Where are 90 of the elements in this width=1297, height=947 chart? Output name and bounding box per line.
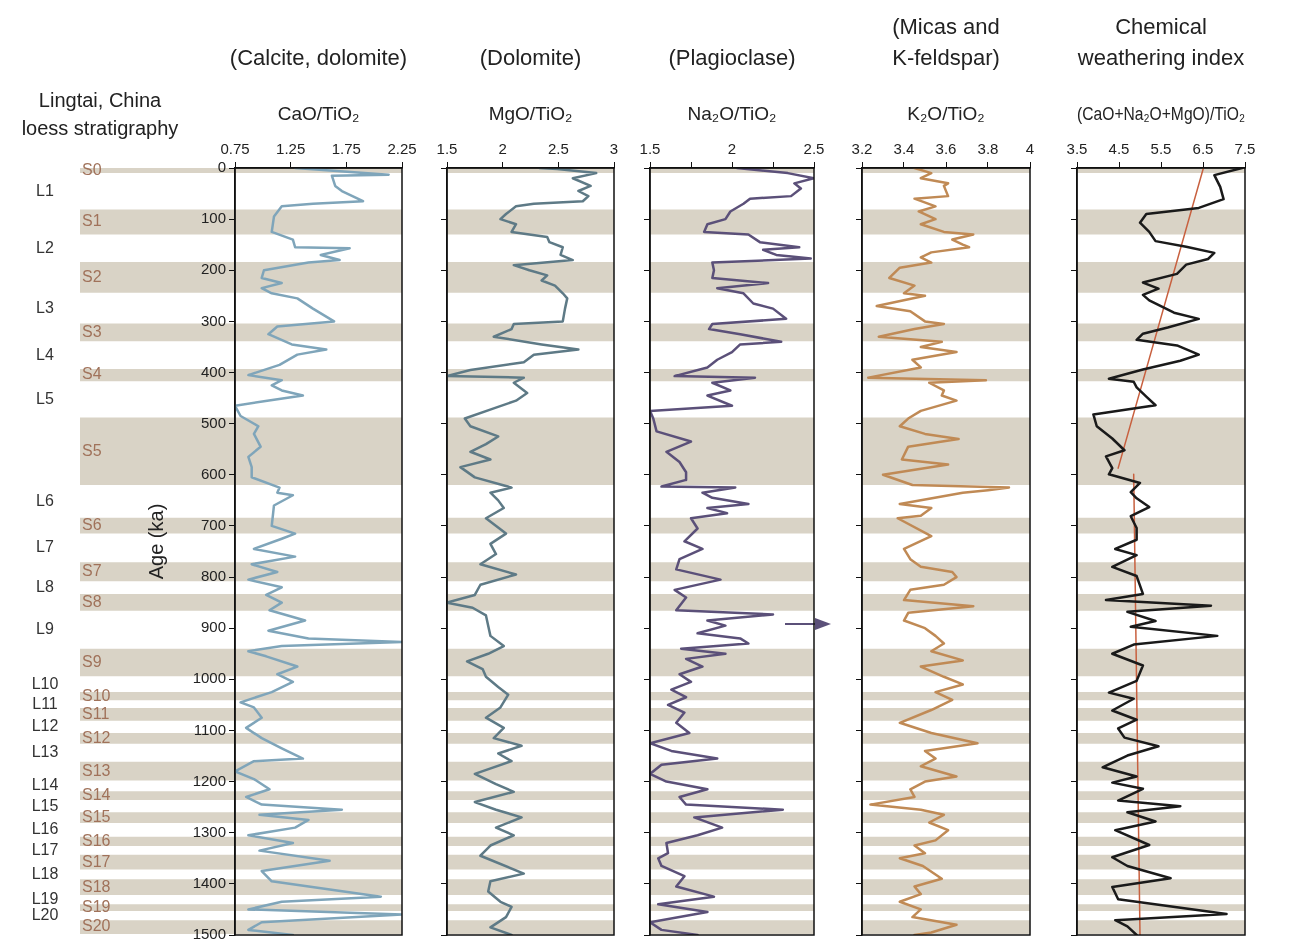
y-tick-label: 400 <box>200 362 226 380</box>
text: L6 <box>36 491 54 509</box>
y-tick-label: 700 <box>200 516 226 534</box>
x-tick-label: 2 <box>727 140 737 158</box>
y-tick-label: 600 <box>200 464 226 482</box>
text: L3 <box>36 298 54 316</box>
band-label: S10 <box>82 686 111 704</box>
band-label: S8 <box>82 592 102 610</box>
text: L5 <box>36 389 54 407</box>
y-tick-label: 1200 <box>192 771 226 789</box>
band-label: S2 <box>82 267 102 285</box>
band-label: S3 <box>82 322 102 340</box>
chart-title: (Dolomite) <box>479 45 582 70</box>
band-label: S4 <box>82 365 102 383</box>
chart-title: (Plagioclase) <box>668 45 796 70</box>
text: L7 <box>36 538 54 556</box>
band-label: S17 <box>82 852 111 870</box>
x-axis-title: K₂O/TiO₂ <box>907 102 985 124</box>
band-label: S18 <box>82 877 111 895</box>
x-tick-label: 4.5 <box>1108 140 1130 158</box>
band-label: S14 <box>82 786 111 804</box>
text: L18 <box>31 864 59 882</box>
x-tick-label: 3.2 <box>851 140 873 158</box>
x-tick-label: 5.5 <box>1150 140 1172 158</box>
x-axis-title: (CaO+Na₂O+MgO)/TiO₂ <box>1077 102 1245 124</box>
band-label: S15 <box>82 808 111 826</box>
x-tick-label: 3 <box>609 140 619 158</box>
x-tick-label: 2.25 <box>387 140 417 158</box>
text: L16 <box>31 820 59 838</box>
chart-title: (Calcite, dolomite) <box>229 45 408 70</box>
chart-title: (Micas and K-feldspar) <box>892 14 1000 70</box>
band-label: S13 <box>82 761 111 779</box>
x-tick-label: 3.5 <box>1066 140 1088 158</box>
y-tick-label: 0 <box>217 158 226 176</box>
band-label: S9 <box>82 652 102 670</box>
text: L20 <box>31 905 59 923</box>
x-tick-label: 6.5 <box>1192 140 1214 158</box>
text: L12 <box>31 717 59 735</box>
y-tick-label: 1500 <box>192 925 226 943</box>
text: L15 <box>31 796 59 814</box>
x-tick-label: 1.5 <box>436 140 458 158</box>
x-axis-title: MgO/TiO₂ <box>488 102 573 124</box>
text: L11 <box>32 694 58 712</box>
text: L17 <box>31 840 59 858</box>
y-tick-label: 1400 <box>192 874 226 892</box>
band-label: S5 <box>82 441 102 459</box>
x-tick-label: 0.75 <box>220 140 250 158</box>
text: L10 <box>31 674 59 692</box>
x-tick-label: 7.5 <box>1234 140 1256 158</box>
band-label: S20 <box>82 917 111 935</box>
text: L14 <box>31 776 59 794</box>
x-tick-label: 1.25 <box>276 140 306 158</box>
y-tick-label: 300 <box>200 311 226 329</box>
x-tick-label: 2 <box>498 140 507 158</box>
y-tick-label: 1000 <box>192 669 226 687</box>
x-tick-label: 3.8 <box>977 140 999 158</box>
band-label: S1 <box>82 212 102 230</box>
text: L8 <box>36 577 54 595</box>
band-label: S12 <box>82 728 111 746</box>
x-tick-label: 3.4 <box>893 140 915 158</box>
y-tick-label: 200 <box>200 260 226 278</box>
y-tick-label: 800 <box>200 567 226 585</box>
text: L4 <box>36 345 54 363</box>
band-label: S6 <box>82 516 102 534</box>
text: L9 <box>36 620 54 638</box>
band-label: S16 <box>82 831 111 849</box>
band-label: S0 <box>82 160 102 178</box>
y-tick-label: 100 <box>200 209 226 227</box>
x-tick-label: 1.75 <box>331 140 361 158</box>
x-tick-label: 4 <box>1025 140 1035 158</box>
text: L13 <box>31 743 59 761</box>
band-label: S11 <box>82 704 110 722</box>
x-tick-label: 3.6 <box>935 140 957 158</box>
y-tick-label: 500 <box>200 413 226 431</box>
x-axis-title: CaO/TiO₂ <box>277 102 360 124</box>
y-axis-title: Age (ka) <box>144 503 167 580</box>
text: Lingtai, China loess stratigraphy <box>21 89 179 139</box>
x-tick-label: 1.5 <box>639 140 661 158</box>
x-tick-label: 2.5 <box>803 140 825 158</box>
band-label: S19 <box>82 898 111 916</box>
x-axis-title: Na₂O/TiO₂ <box>687 102 777 124</box>
chart-title: Chemical weathering index <box>1076 14 1245 70</box>
y-tick-label: 900 <box>200 618 226 636</box>
text: L2 <box>36 238 54 256</box>
y-tick-label: 1100 <box>193 720 226 738</box>
text: L19 <box>31 890 59 908</box>
y-tick-label: 1300 <box>192 822 226 840</box>
text: L1 <box>36 181 54 199</box>
band-label: S7 <box>82 562 102 580</box>
x-tick-label: 2.5 <box>547 140 569 158</box>
